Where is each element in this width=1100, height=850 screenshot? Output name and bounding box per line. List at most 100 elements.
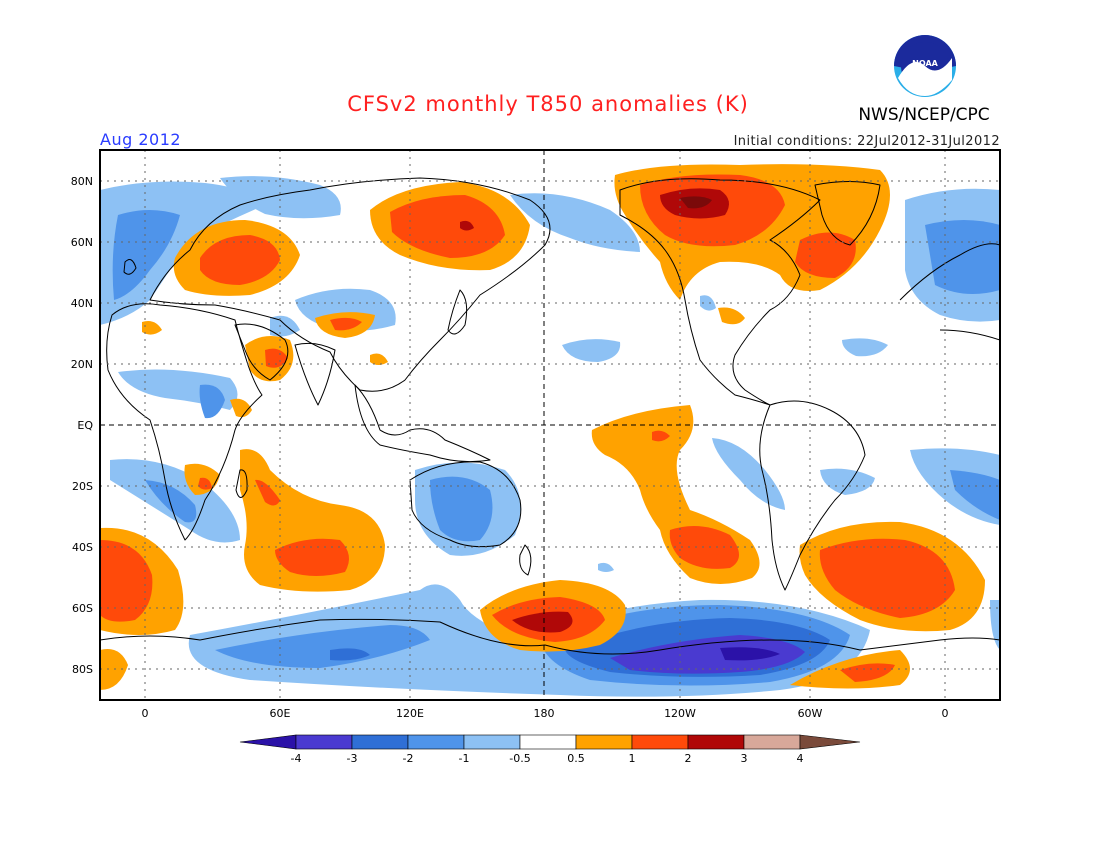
pos-region-w-europe (142, 321, 162, 335)
lat-label: 60N (71, 236, 93, 249)
lon-label: 180 (534, 707, 555, 720)
coast-madagascar (235, 469, 248, 498)
coast-eurasia (149, 177, 551, 392)
neg-region-s-africa-core (145, 480, 197, 523)
neg-region-antarctic-pacific-core (720, 647, 780, 661)
pos-region-tibet-core (330, 317, 362, 331)
pos-region-e-us (718, 307, 745, 325)
colorbar: -4 -3 -2 -1 -0.5 0.5 1 2 3 4 (239, 734, 861, 765)
colorbar-label: -0.5 (509, 752, 530, 765)
colorbar-segment (463, 734, 521, 750)
agency-label: NWS/NCEP/CPC (858, 105, 989, 125)
neg-region-s-pacific-small (598, 562, 614, 572)
lon-label: 60E (270, 707, 291, 720)
neg-region-antarctic-pacific-indigo (610, 635, 805, 674)
neg-region-w-us (700, 295, 716, 311)
coast-australia (409, 461, 522, 548)
neg-region-s-america (820, 468, 875, 495)
map-frame (99, 149, 1001, 701)
anomaly-field (100, 164, 1000, 697)
colorbar-label: 3 (741, 752, 748, 765)
coast-new-zealand (519, 544, 532, 576)
pos-region-s-atlantic-west-core (100, 540, 153, 622)
coast-uk (123, 259, 137, 275)
lat-label: 80N (71, 175, 93, 188)
lon-label: 0 (942, 707, 949, 720)
colorbar-segment-high-extend (799, 734, 861, 750)
pos-region-s-atlantic-east-core (819, 538, 955, 618)
neg-region-w-s-america (990, 600, 1000, 650)
neg-region-indian-antarctic-core (330, 648, 370, 661)
colorbar-label: 2 (685, 752, 692, 765)
neg-region-n-africa-core (199, 384, 225, 419)
pos-region-europe-core (200, 235, 280, 285)
neg-region-n-atlantic-east-core (925, 220, 1000, 294)
neg-region-australia-core (430, 476, 493, 542)
positive-anomaly-regions (100, 164, 985, 690)
colorbar-label: 4 (797, 752, 804, 765)
lat-label: 40N (71, 297, 93, 310)
pos-region-arctic-na-deepest (680, 196, 712, 209)
colorbar-label: -3 (347, 752, 358, 765)
coast-south-america (759, 400, 866, 591)
colorbar-label: -4 (291, 752, 302, 765)
noaa-logo-text: NOAA (912, 59, 938, 68)
pos-region-c-asia-small (370, 353, 388, 365)
coast-africa (106, 303, 263, 541)
initial-conditions: Initial conditions: 22Jul2012-31Jul2012 (734, 134, 1000, 149)
pos-region-madagascar-core (198, 477, 212, 490)
colorbar-segment (519, 734, 577, 750)
pos-region-antarctic-pacific-dark (512, 611, 573, 633)
graticule (100, 150, 1000, 700)
coast-w-africa-east (939, 329, 1000, 341)
neg-region-s-atlantic-core (950, 470, 1000, 520)
pos-region-weddell-core (840, 663, 895, 682)
coast-w-europe-east (899, 243, 1000, 301)
lon-label: 120E (396, 707, 424, 720)
lat-label: 80S (72, 663, 93, 676)
colorbar-segment (407, 734, 465, 750)
neg-region-e-pacific (562, 339, 621, 362)
colorbar-label: -1 (459, 752, 470, 765)
colorbar-segment (295, 734, 353, 750)
latitude-labels: 80N 60N 40N 20N EQ 20S 40S 60S 80S (71, 175, 94, 676)
pos-region-greenland-core (795, 232, 856, 278)
colorbar-segment (743, 734, 801, 750)
colorbar-segment (575, 734, 633, 750)
neg-region-e-siberia (510, 193, 640, 252)
lat-label: 20S (72, 480, 93, 493)
lat-label: 20N (71, 358, 93, 371)
lat-label: EQ (77, 419, 93, 432)
colorbar-label: 1 (629, 752, 636, 765)
pos-region-c-siberia-dark (460, 220, 474, 231)
lat-label: 60S (72, 602, 93, 615)
coast-antarctica (100, 618, 1000, 655)
coastlines (100, 177, 1000, 655)
coast-arabia (234, 323, 289, 381)
longitude-labels: 0 60E 120E 180 120W 60W 0 (142, 707, 949, 720)
lon-label: 120W (664, 707, 696, 720)
neg-region-siberia (220, 176, 341, 219)
colorbar-segment (687, 734, 745, 750)
coast-north-america (619, 178, 821, 406)
noaa-logo: NOAA (894, 35, 956, 97)
coast-greenland (814, 181, 881, 246)
coast-india (294, 342, 336, 406)
chart-title: CFSv2 monthly T850 anomalies (K) (347, 92, 749, 116)
colorbar-segment (631, 734, 689, 750)
colorbar-segment-low-extend (239, 734, 297, 750)
lon-label: 0 (142, 707, 149, 720)
pos-region-tropical-pacific-core (652, 430, 670, 442)
pos-region-arabia-core (265, 348, 288, 368)
coast-japan (447, 289, 468, 335)
coast-se-asia (354, 384, 491, 463)
pos-region-s-indian-core (275, 538, 349, 576)
neg-region-atlantic-40n (842, 338, 888, 357)
pos-region-se-pacific-core (669, 526, 739, 569)
lon-label: 60W (798, 707, 823, 720)
colorbar-segment (351, 734, 409, 750)
pos-region-e-africa (230, 398, 252, 418)
colorbar-label: -2 (403, 752, 414, 765)
lat-label: 40S (72, 541, 93, 554)
